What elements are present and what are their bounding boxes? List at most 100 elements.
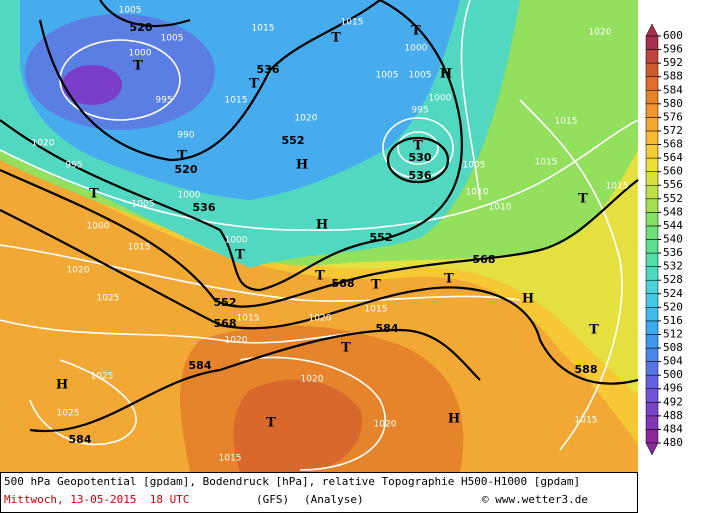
caption-title: 500 hPa Geopotential [gpdam], Bodendruck… — [4, 475, 580, 488]
map-field — [0, 0, 638, 472]
colorbar-band — [645, 184, 659, 200]
isobar-label: 1015 — [365, 305, 388, 315]
isobar-label: 1015 — [225, 96, 248, 106]
isobar-label: 1010 — [466, 188, 489, 198]
colorbar-tick-label: 564 — [663, 151, 683, 164]
colorbar-band — [645, 212, 659, 227]
pressure-center: T — [589, 323, 599, 338]
colorbar-band — [645, 279, 659, 295]
pressure-center: T — [133, 59, 143, 74]
field-deep-blue — [25, 14, 215, 130]
colorbar-tick-label: 584 — [663, 83, 683, 96]
contour-label: 568 — [332, 277, 355, 290]
colorbar-band — [645, 361, 659, 376]
pressure-center: T — [413, 139, 423, 154]
colorbar-band — [645, 225, 659, 240]
isobar-label: 1020 — [67, 266, 90, 276]
colorbar-tick-label: 508 — [663, 341, 683, 354]
colorbar-arrow-bottom — [645, 442, 659, 456]
contour-label: 552 — [282, 134, 305, 147]
colorbar-tick-label: 596 — [663, 43, 683, 56]
colorbar-tick-label: 556 — [663, 178, 683, 191]
isobar-label: 1000 — [405, 44, 428, 54]
colorbar-tick-label: 592 — [663, 56, 683, 69]
isobar-label: 1015 — [555, 117, 578, 127]
pressure-center: T — [89, 187, 99, 202]
isobar-label: 1020 — [309, 314, 332, 324]
contour-label: 584 — [69, 433, 92, 446]
contour-label: 584 — [376, 322, 399, 335]
colorbar-band — [645, 76, 659, 91]
isobar-label: 1015 — [237, 314, 260, 324]
colorbar-band — [645, 374, 659, 389]
isobar-label: 1005 — [132, 200, 155, 210]
isobar-label: 1005 — [376, 71, 399, 81]
colorbar-tick-label: 480 — [663, 436, 683, 449]
colorbar-band — [645, 307, 659, 322]
colorbar-tick-label: 548 — [663, 205, 683, 218]
pressure-center: T — [411, 24, 421, 39]
colorbar-band — [645, 388, 659, 403]
colorbar-tick-label: 492 — [663, 395, 683, 408]
isobar-label: 1015 — [575, 416, 598, 426]
pressure-center: H — [316, 218, 328, 233]
isobar-label: 1025 — [97, 294, 120, 304]
colorbar-tick-label: 536 — [663, 246, 683, 259]
colorbar: 4804844884924965005045085125165205245285… — [645, 23, 683, 456]
contour-label: 530 — [409, 151, 432, 164]
contour-label: 568 — [214, 317, 237, 330]
colorbar-tick-label: 516 — [663, 314, 683, 327]
colorbar-band — [645, 117, 659, 132]
pressure-center: T — [444, 272, 454, 287]
pressure-center: T — [331, 31, 341, 46]
isobar-label: 1015 — [252, 24, 275, 34]
colorbar-arrow-top — [645, 23, 659, 37]
colorbar-tick-label: 572 — [663, 124, 683, 137]
isobar-label: 1000 — [178, 191, 201, 201]
colorbar-band — [645, 252, 659, 267]
isobar-label: 990 — [177, 131, 194, 141]
colorbar-tick-label: 504 — [663, 355, 683, 368]
isobar-label: 1020 — [374, 420, 397, 430]
isobar-label: 1000 — [429, 94, 452, 104]
isobar-label: 1000 — [87, 222, 110, 232]
colorbar-band — [645, 334, 659, 349]
colorbar-tick-label: 588 — [663, 70, 683, 83]
pressure-center: T — [235, 248, 245, 263]
colorbar-tick-label: 568 — [663, 138, 683, 151]
colorbar-tick-label: 520 — [663, 300, 683, 313]
contour-label: 588 — [575, 363, 598, 376]
contour-label: 536 — [193, 201, 216, 214]
pressure-center: H — [440, 67, 452, 82]
colorbar-band — [645, 130, 659, 145]
isobar-label: 1005 — [409, 71, 432, 81]
isobar-label: 1015 — [606, 182, 629, 192]
contour-label: 536 — [409, 169, 432, 182]
isobar-label: 995 — [65, 161, 82, 171]
colorbar-tick-label: 540 — [663, 233, 683, 246]
geopotential-contours — [0, 0, 639, 433]
colorbar-tick-label: 600 — [663, 29, 683, 42]
contour-label: 552 — [370, 231, 393, 244]
isobar-label: 1020 — [301, 375, 324, 385]
colorbar-tick-label: 544 — [663, 219, 683, 232]
colorbar-band — [645, 347, 659, 362]
isobar-label: 1020 — [589, 28, 612, 38]
colorbar-band — [645, 103, 659, 118]
colorbar-band — [645, 320, 659, 335]
isobar-label: 1000 — [225, 236, 248, 246]
pressure-center: H — [296, 158, 308, 173]
colorbar-band — [645, 415, 659, 430]
colorbar-band — [645, 266, 659, 281]
colorbar-band — [645, 198, 659, 213]
pressure-center: T — [578, 192, 588, 207]
pressure-center: T — [266, 416, 276, 431]
isobar-label: 1020 — [295, 114, 318, 124]
isobar-label: 1000 — [129, 49, 152, 59]
contour-label: 536 — [257, 63, 280, 76]
isobar-label: 1025 — [91, 372, 114, 382]
contour-label: 552 — [214, 296, 237, 309]
pressure-center: T — [371, 278, 381, 293]
isobar-label: 1015 — [219, 454, 242, 464]
